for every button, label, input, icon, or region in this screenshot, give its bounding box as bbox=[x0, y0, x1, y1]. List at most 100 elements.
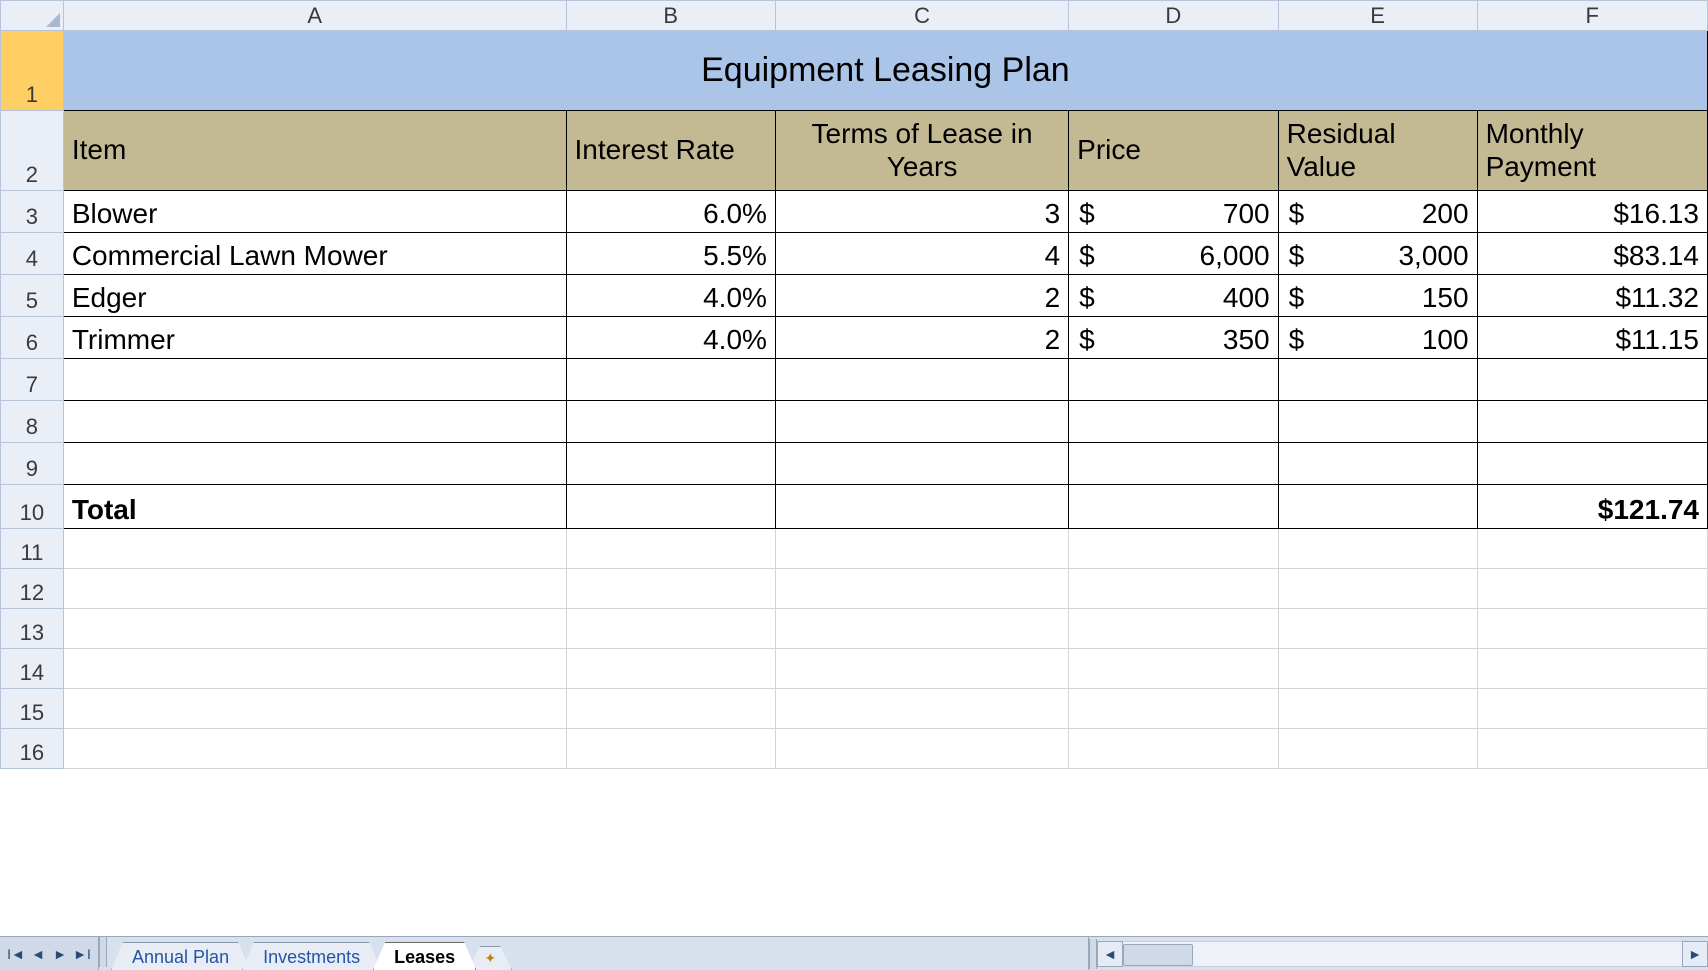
cell-rate-4[interactable]: 5.5% bbox=[566, 233, 775, 275]
header-terms[interactable]: Terms of Lease in Years bbox=[775, 111, 1068, 191]
cell-residual-5[interactable]: $150 bbox=[1278, 275, 1477, 317]
cell-D8[interactable] bbox=[1069, 401, 1278, 443]
cell-price-5[interactable]: $400 bbox=[1069, 275, 1278, 317]
tab-nav-last[interactable]: ►I bbox=[72, 944, 92, 964]
column-header-F[interactable]: F bbox=[1477, 1, 1707, 31]
cell-A13[interactable] bbox=[63, 609, 566, 649]
column-header-C[interactable]: C bbox=[775, 1, 1068, 31]
header-payment[interactable]: Monthly Payment bbox=[1477, 111, 1707, 191]
column-header-B[interactable]: B bbox=[566, 1, 775, 31]
cell-price-3[interactable]: $700 bbox=[1069, 191, 1278, 233]
cell-item-3[interactable]: Blower bbox=[63, 191, 566, 233]
hscroll-right-button[interactable]: ► bbox=[1682, 941, 1708, 967]
header-item[interactable]: Item bbox=[63, 111, 566, 191]
cell-A15[interactable] bbox=[63, 689, 566, 729]
cell-residual-4[interactable]: $3,000 bbox=[1278, 233, 1477, 275]
cell-F7[interactable] bbox=[1477, 359, 1707, 401]
title-cell[interactable]: Equipment Leasing Plan bbox=[63, 31, 1707, 111]
cell-B13[interactable] bbox=[566, 609, 775, 649]
cell-D15[interactable] bbox=[1069, 689, 1278, 729]
hscroll-track[interactable] bbox=[1123, 941, 1682, 967]
row-header-7[interactable]: 7 bbox=[1, 359, 64, 401]
column-header-E[interactable]: E bbox=[1278, 1, 1477, 31]
cell-residual-6[interactable]: $100 bbox=[1278, 317, 1477, 359]
row-header-1[interactable]: 1 bbox=[1, 31, 64, 111]
cell-F13[interactable] bbox=[1477, 609, 1707, 649]
cell-D7[interactable] bbox=[1069, 359, 1278, 401]
cell-F8[interactable] bbox=[1477, 401, 1707, 443]
cell-total-payment[interactable]: $121.74 bbox=[1477, 485, 1707, 529]
cell-D10[interactable] bbox=[1069, 485, 1278, 529]
row-header-5[interactable]: 5 bbox=[1, 275, 64, 317]
tab-splitter[interactable] bbox=[99, 937, 107, 967]
cell-D13[interactable] bbox=[1069, 609, 1278, 649]
row-header-6[interactable]: 6 bbox=[1, 317, 64, 359]
cell-rate-5[interactable]: 4.0% bbox=[566, 275, 775, 317]
cell-B7[interactable] bbox=[566, 359, 775, 401]
cell-total-label[interactable]: Total bbox=[63, 485, 566, 529]
cell-E16[interactable] bbox=[1278, 729, 1477, 769]
new-sheet-tab[interactable]: ✦ bbox=[468, 946, 512, 970]
cell-payment-3[interactable]: $16.13 bbox=[1477, 191, 1707, 233]
cell-item-5[interactable]: Edger bbox=[63, 275, 566, 317]
sheet-tab-leases[interactable]: Leases bbox=[373, 942, 476, 970]
cell-E11[interactable] bbox=[1278, 529, 1477, 569]
cell-B16[interactable] bbox=[566, 729, 775, 769]
cell-E12[interactable] bbox=[1278, 569, 1477, 609]
cell-item-4[interactable]: Commercial Lawn Mower bbox=[63, 233, 566, 275]
cell-D9[interactable] bbox=[1069, 443, 1278, 485]
cell-A11[interactable] bbox=[63, 529, 566, 569]
cell-residual-3[interactable]: $200 bbox=[1278, 191, 1477, 233]
row-header-11[interactable]: 11 bbox=[1, 529, 64, 569]
cell-D16[interactable] bbox=[1069, 729, 1278, 769]
cell-C13[interactable] bbox=[775, 609, 1068, 649]
cell-E8[interactable] bbox=[1278, 401, 1477, 443]
cell-E13[interactable] bbox=[1278, 609, 1477, 649]
cell-F16[interactable] bbox=[1477, 729, 1707, 769]
cell-terms-4[interactable]: 4 bbox=[775, 233, 1068, 275]
cell-C10[interactable] bbox=[775, 485, 1068, 529]
cell-A16[interactable] bbox=[63, 729, 566, 769]
cell-A12[interactable] bbox=[63, 569, 566, 609]
row-header-16[interactable]: 16 bbox=[1, 729, 64, 769]
cell-payment-6[interactable]: $11.15 bbox=[1477, 317, 1707, 359]
sheet-tab-annual-plan[interactable]: Annual Plan bbox=[111, 942, 250, 970]
row-header-10[interactable]: 10 bbox=[1, 485, 64, 529]
cell-E9[interactable] bbox=[1278, 443, 1477, 485]
cell-D11[interactable] bbox=[1069, 529, 1278, 569]
sheet-tab-investments[interactable]: Investments bbox=[242, 942, 381, 970]
cell-C16[interactable] bbox=[775, 729, 1068, 769]
hscroll-left-button[interactable]: ◄ bbox=[1097, 941, 1123, 967]
row-header-4[interactable]: 4 bbox=[1, 233, 64, 275]
scroll-splitter[interactable] bbox=[1089, 939, 1097, 969]
row-header-15[interactable]: 15 bbox=[1, 689, 64, 729]
column-header-A[interactable]: A bbox=[63, 1, 566, 31]
row-header-14[interactable]: 14 bbox=[1, 649, 64, 689]
cell-A8[interactable] bbox=[63, 401, 566, 443]
cell-B9[interactable] bbox=[566, 443, 775, 485]
cell-terms-6[interactable]: 2 bbox=[775, 317, 1068, 359]
cell-A14[interactable] bbox=[63, 649, 566, 689]
cell-D12[interactable] bbox=[1069, 569, 1278, 609]
cell-price-6[interactable]: $350 bbox=[1069, 317, 1278, 359]
cell-rate-3[interactable]: 6.0% bbox=[566, 191, 775, 233]
row-header-9[interactable]: 9 bbox=[1, 443, 64, 485]
row-header-12[interactable]: 12 bbox=[1, 569, 64, 609]
cell-A9[interactable] bbox=[63, 443, 566, 485]
cell-payment-4[interactable]: $83.14 bbox=[1477, 233, 1707, 275]
hscroll-thumb[interactable] bbox=[1123, 944, 1193, 966]
cell-item-6[interactable]: Trimmer bbox=[63, 317, 566, 359]
header-residual[interactable]: Residual Value bbox=[1278, 111, 1477, 191]
cell-E10[interactable] bbox=[1278, 485, 1477, 529]
select-all-corner[interactable] bbox=[1, 1, 64, 31]
cell-C9[interactable] bbox=[775, 443, 1068, 485]
cell-F14[interactable] bbox=[1477, 649, 1707, 689]
row-header-2[interactable]: 2 bbox=[1, 111, 64, 191]
cell-B15[interactable] bbox=[566, 689, 775, 729]
cell-E7[interactable] bbox=[1278, 359, 1477, 401]
cell-C14[interactable] bbox=[775, 649, 1068, 689]
cell-B8[interactable] bbox=[566, 401, 775, 443]
column-header-D[interactable]: D bbox=[1069, 1, 1278, 31]
cell-price-4[interactable]: $6,000 bbox=[1069, 233, 1278, 275]
cell-A7[interactable] bbox=[63, 359, 566, 401]
